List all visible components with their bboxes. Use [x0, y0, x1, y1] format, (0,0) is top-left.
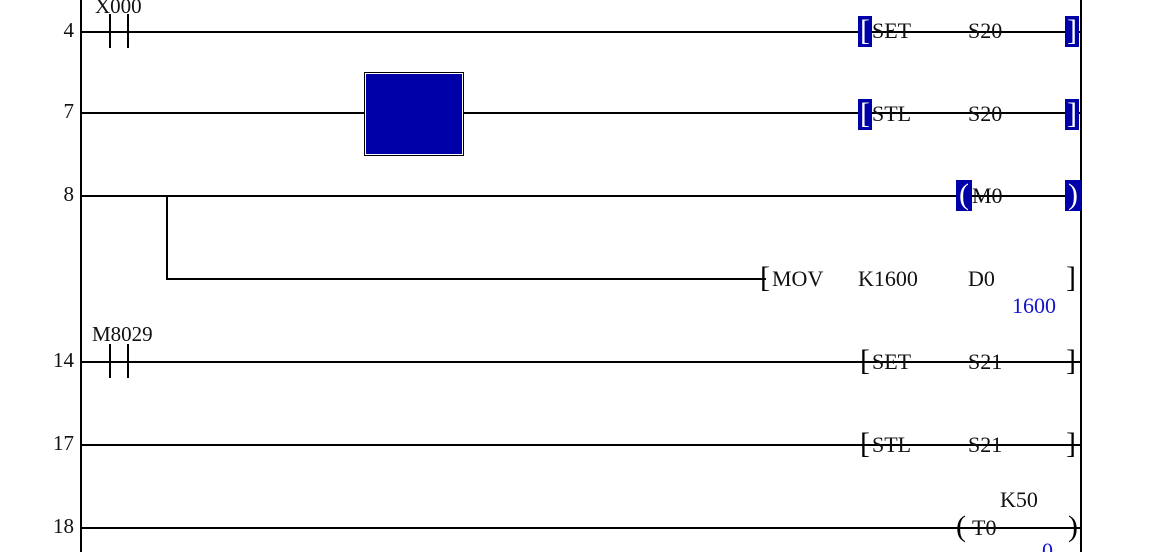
instruction-bracket-close-17[interactable]: ]	[1066, 427, 1076, 460]
selection-cursor-block[interactable]	[364, 72, 464, 156]
operand-s21-rung14[interactable]: S21	[968, 349, 1003, 374]
rung-wire-18	[81, 527, 1080, 529]
rung-wire-17	[81, 444, 1080, 446]
instruction-bracket-close-14[interactable]: ]	[1066, 344, 1076, 377]
rung-wire-8	[81, 195, 1080, 197]
instruction-bracket-close-mov[interactable]: ]	[1066, 261, 1076, 294]
instruction-bracket-open-7[interactable]: [	[858, 99, 872, 130]
instruction-bracket-close-4[interactable]: ]	[1065, 16, 1079, 47]
operand-s21-rung17[interactable]: S21	[968, 432, 1003, 457]
instruction-bracket-open-17[interactable]: [	[860, 427, 870, 460]
operand-s20-rung4[interactable]: S20	[968, 18, 1003, 43]
instruction-mov[interactable]: MOV	[772, 266, 824, 291]
rung-wire-14	[81, 361, 1080, 363]
right-power-rail	[1080, 0, 1082, 552]
instruction-stl-17[interactable]: STL	[872, 432, 912, 457]
instruction-set-14[interactable]: SET	[872, 349, 912, 374]
instruction-bracket-close-7[interactable]: ]	[1065, 99, 1079, 130]
branch-horizontal-wire	[166, 278, 766, 280]
coil-paren-open-m0[interactable]: (	[956, 180, 972, 211]
contact-label-x000: X000	[95, 0, 142, 18]
operand-d0[interactable]: D0	[968, 266, 995, 291]
monitor-value-t0: 0	[1042, 538, 1053, 552]
operand-s20-rung7[interactable]: S20	[968, 101, 1003, 126]
contact-label-m8029: M8029	[92, 322, 153, 346]
instruction-bracket-open-14[interactable]: [	[860, 344, 870, 377]
rung-wire-7	[81, 112, 1080, 114]
coil-paren-open-t0[interactable]: (	[956, 510, 966, 543]
instruction-bracket-open-mov[interactable]: [	[760, 261, 770, 294]
branch-vertical-wire	[166, 195, 168, 280]
instruction-set-4[interactable]: SET	[872, 18, 912, 43]
timer-preset-k50[interactable]: K50	[1000, 487, 1038, 512]
operand-k1600[interactable]: K1600	[858, 266, 918, 291]
operand-m0[interactable]: M0	[972, 183, 1003, 208]
coil-paren-close-m0[interactable]: )	[1065, 180, 1081, 211]
left-power-rail	[80, 0, 82, 552]
rung-wire-4	[81, 31, 1080, 33]
monitor-value-d0: 1600	[1012, 293, 1056, 318]
contact-no-m8029[interactable]	[98, 344, 138, 378]
instruction-bracket-open-4[interactable]: [	[858, 16, 872, 47]
contact-no-x000[interactable]	[98, 14, 138, 48]
instruction-stl-7[interactable]: STL	[872, 101, 912, 126]
operand-t0[interactable]: T0	[972, 515, 997, 540]
coil-paren-close-t0[interactable]: )	[1068, 510, 1078, 543]
